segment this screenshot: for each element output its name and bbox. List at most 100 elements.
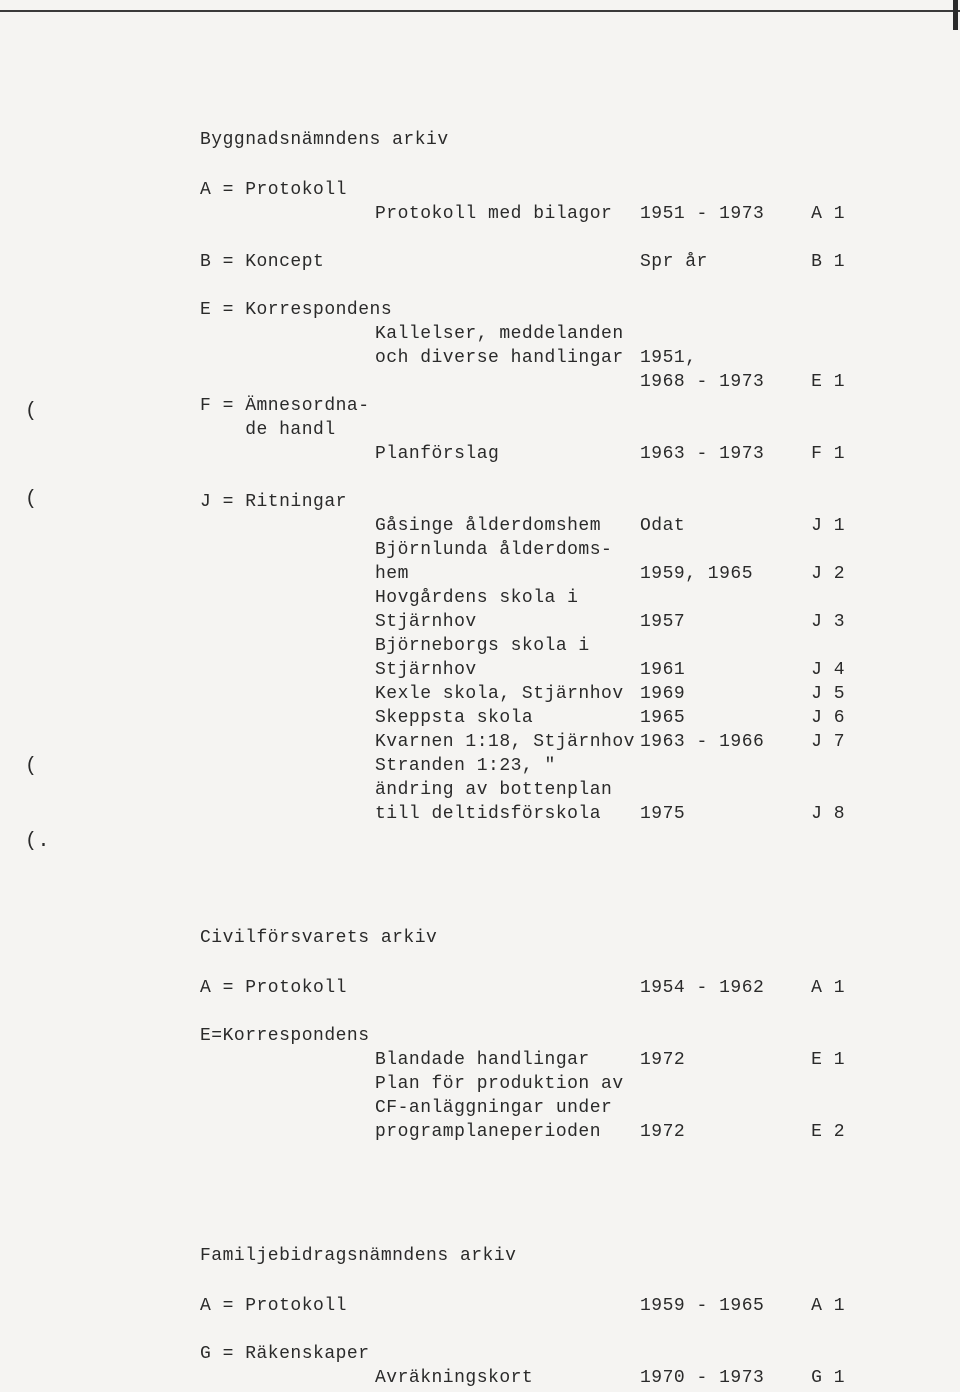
row-description: hem <box>375 564 640 584</box>
row-date: 1969 <box>640 684 795 704</box>
archive-row: ändring av bottenplan <box>200 780 900 804</box>
archive-row: Björneborgs skola i <box>200 636 900 660</box>
row-date: Odat <box>640 516 795 536</box>
row-code: A 1 <box>795 1296 845 1316</box>
row-label: de handl <box>200 420 375 440</box>
section-byggnad: Byggnadsnämndens arkiv A = ProtokollProt… <box>200 130 900 828</box>
archive-row: Kallelser, meddelanden <box>200 324 900 348</box>
row-label: A = Protokoll <box>200 1296 375 1316</box>
row-date: 1951, <box>640 348 795 368</box>
row-date: 1954 - 1962 <box>640 978 795 998</box>
archive-row: Hovgårdens skola i <box>200 588 900 612</box>
row-date: Spr år <box>640 252 795 272</box>
row-date: 1972 <box>640 1122 795 1142</box>
archive-row: Björnlunda ålderdoms- <box>200 540 900 564</box>
row-date: 1961 <box>640 660 795 680</box>
archive-row: Kvarnen 1:18, Stjärnhov1963 - 1966J 7 <box>200 732 900 756</box>
row-description: Skeppsta skola <box>375 708 640 728</box>
row-description: programplaneperioden <box>375 1122 640 1142</box>
row-code: E 1 <box>795 372 845 392</box>
row-description: Planförslag <box>375 444 640 464</box>
row-label: B = Koncept <box>200 252 375 272</box>
archive-row: hem1959, 1965J 2 <box>200 564 900 588</box>
row-date: 1959, 1965 <box>640 564 795 584</box>
section-title: Civilförsvarets arkiv <box>200 928 900 948</box>
row-code: G 1 <box>795 1368 845 1388</box>
section2-rows: A = Protokoll 1954 - 1962A 1 E=Korresponde… <box>200 978 900 1146</box>
row-date: 1951 - 1973 <box>640 204 795 224</box>
margin-mark: (. <box>25 830 50 853</box>
row-description: Stjärnhov <box>375 612 640 632</box>
row-code: A 1 <box>795 978 845 998</box>
row-description: Kallelser, meddelanden <box>375 324 640 344</box>
row-label: A = Protokoll <box>200 978 375 998</box>
row-description: till deltidsförskola <box>375 804 640 824</box>
row-date: 1965 <box>640 708 795 728</box>
row-date: 1972 <box>640 1050 795 1070</box>
row-date: 1975 <box>640 804 795 824</box>
archive-row: Stjärnhov1961J 4 <box>200 660 900 684</box>
row-code: E 1 <box>795 1050 845 1070</box>
archive-row: F = Ämnesordna- <box>200 396 900 420</box>
row-code: F 1 <box>795 444 845 464</box>
archive-row: G = Räkenskaper <box>200 1344 900 1368</box>
archive-row: Kexle skola, Stjärnhov1969J 5 <box>200 684 900 708</box>
row-date: 1968 - 1973 <box>640 372 795 392</box>
archive-row <box>200 1320 900 1344</box>
archive-row: Gåsinge ålderdomshemOdatJ 1 <box>200 516 900 540</box>
row-date: 1963 - 1973 <box>640 444 795 464</box>
margin-mark: ( <box>25 755 38 778</box>
margin-mark: ( <box>25 488 38 511</box>
section3-rows: A = Protokoll1959 - 1965A 1 G = Räkenskap… <box>200 1296 900 1392</box>
archive-row: A = Protokoll 1954 - 1962A 1 <box>200 978 900 1002</box>
row-description: Protokoll med bilagor <box>375 204 640 224</box>
archive-row: Skeppsta skola1965J 6 <box>200 708 900 732</box>
archive-row: Protokoll med bilagor1951 - 1973A 1 <box>200 204 900 228</box>
row-description: Plan för produktion av <box>375 1074 640 1094</box>
archive-row: till deltidsförskola1975J 8 <box>200 804 900 828</box>
archive-row <box>200 228 900 252</box>
archive-row: E = Korrespondens <box>200 300 900 324</box>
row-description: Kvarnen 1:18, Stjärnhov <box>375 732 640 752</box>
archive-row: Plan för produktion av <box>200 1074 900 1098</box>
page-top-border <box>0 10 960 12</box>
row-code: J 5 <box>795 684 845 704</box>
row-date: 1970 - 1973 <box>640 1368 795 1388</box>
archive-row: E=Korrespondens <box>200 1026 900 1050</box>
row-description: CF-anläggningar under <box>375 1098 640 1118</box>
row-code: J 7 <box>795 732 845 752</box>
row-description: ändring av bottenplan <box>375 780 640 800</box>
row-code: J 4 <box>795 660 845 680</box>
row-description: Blandade handlingar <box>375 1050 640 1070</box>
section-civil: Civilförsvarets arkiv A = Protokoll 1954 … <box>200 928 900 1146</box>
row-description: Gåsinge ålderdomshem <box>375 516 640 536</box>
row-code: B 1 <box>795 252 845 272</box>
row-code: J 1 <box>795 516 845 536</box>
section1-rows: A = ProtokollProtokoll med bilagor1951 -… <box>200 180 900 828</box>
row-date: 1963 - 1966 <box>640 732 795 752</box>
row-description: Kexle skola, Stjärnhov <box>375 684 640 704</box>
row-label: G = Räkenskaper <box>200 1344 375 1364</box>
row-description: Hovgårdens skola i <box>375 588 640 608</box>
row-code: J 6 <box>795 708 845 728</box>
row-description: Stjärnhov <box>375 660 640 680</box>
archive-row: Avräkningskort1970 - 1973G 1 <box>200 1368 900 1392</box>
archive-row: A = Protokoll1959 - 1965A 1 <box>200 1296 900 1320</box>
row-code: J 8 <box>795 804 845 824</box>
archive-row: Stranden 1:23, " <box>200 756 900 780</box>
archive-row: 1968 - 1973E 1 <box>200 372 900 396</box>
archive-row <box>200 468 900 492</box>
row-date: 1957 <box>640 612 795 632</box>
margin-mark: ( <box>25 400 38 423</box>
row-description: Stranden 1:23, " <box>375 756 640 776</box>
archive-row <box>200 276 900 300</box>
archive-row: och diverse handlingar1951, <box>200 348 900 372</box>
section-title: Byggnadsnämndens arkiv <box>200 130 900 150</box>
row-code: E 2 <box>795 1122 845 1142</box>
archive-row <box>200 1002 900 1026</box>
page-content: Byggnadsnämndens arkiv A = ProtokollProt… <box>200 130 900 1392</box>
row-description: Avräkningskort <box>375 1368 640 1388</box>
archive-row: Planförslag1963 - 1973F 1 <box>200 444 900 468</box>
row-code: A 1 <box>795 204 845 224</box>
row-description: och diverse handlingar <box>375 348 640 368</box>
